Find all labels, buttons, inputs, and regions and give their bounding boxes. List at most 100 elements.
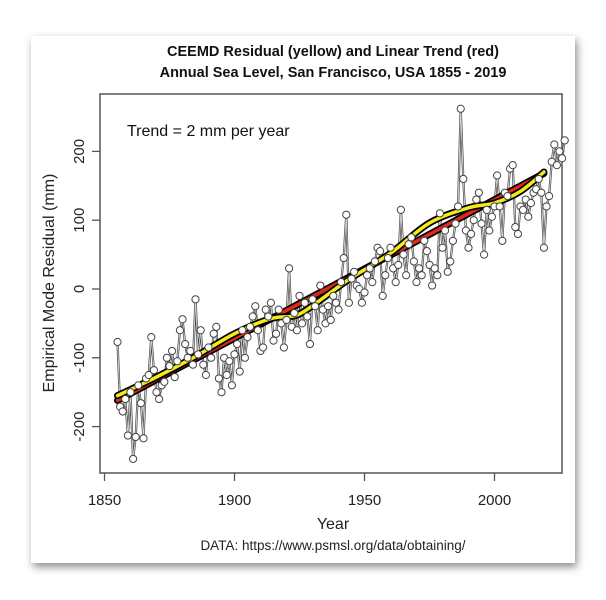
data-point	[399, 250, 408, 259]
data-point	[422, 247, 431, 256]
x-tick-label: 1900	[218, 492, 251, 509]
data-point	[131, 432, 140, 442]
data-point	[339, 253, 348, 263]
data-point	[303, 312, 312, 321]
chart-subtitle: Annual Sea Level, San Francisco, USA 185…	[160, 65, 507, 81]
data-point	[337, 278, 346, 287]
data-point	[194, 350, 203, 359]
data-point	[474, 188, 483, 197]
data-point	[342, 210, 351, 219]
data-point	[214, 374, 223, 383]
data-point	[402, 271, 411, 280]
data-point	[227, 381, 236, 390]
y-axis-label: Empirical Mode Residual (mm)	[41, 174, 58, 393]
y-tick-label: -200	[71, 412, 88, 442]
data-point	[170, 372, 179, 382]
data-point	[350, 267, 359, 276]
data-point	[412, 278, 421, 287]
data-point	[378, 291, 387, 300]
data-point	[365, 264, 374, 273]
data-point	[347, 274, 356, 283]
data-point	[235, 367, 244, 376]
data-point	[113, 337, 122, 347]
data-point	[537, 188, 546, 197]
data-point	[191, 295, 200, 304]
data-point	[508, 161, 517, 170]
data-point	[222, 370, 231, 380]
data-point	[311, 302, 320, 311]
data-point	[519, 205, 528, 214]
data-point	[188, 360, 197, 369]
data-point	[539, 243, 549, 252]
data-point	[368, 278, 377, 287]
data-point	[482, 205, 491, 214]
data-point	[386, 243, 395, 252]
data-point	[495, 202, 504, 211]
data-point	[204, 343, 213, 352]
data-point	[394, 260, 403, 270]
data-point	[360, 288, 369, 297]
data-point	[212, 322, 221, 331]
data-point	[469, 216, 478, 225]
data-point	[230, 350, 239, 359]
data-point	[438, 243, 447, 252]
y-tick-label: -100	[71, 343, 88, 373]
data-point	[295, 291, 304, 300]
data-point	[357, 298, 366, 307]
data-point	[209, 329, 218, 338]
data-point	[251, 302, 260, 311]
data-point	[285, 264, 294, 273]
data-point	[248, 312, 257, 321]
data-point	[464, 243, 473, 252]
data-point	[173, 357, 182, 366]
y-axis: -200 -100 0 100 200	[71, 139, 100, 442]
data-point	[524, 212, 533, 221]
data-point	[225, 357, 234, 366]
data-point	[396, 205, 405, 214]
data-point	[485, 226, 494, 235]
data-point	[313, 326, 322, 335]
data-point	[329, 291, 338, 300]
x-tick-label: 1950	[348, 492, 381, 509]
data-point	[324, 302, 333, 311]
data-point	[417, 271, 426, 280]
data-point	[550, 140, 559, 149]
data-point	[266, 298, 275, 307]
data-point	[121, 394, 130, 404]
data-point	[300, 298, 309, 307]
data-point	[534, 174, 543, 184]
source-note: DATA: https://www.psmsl.org/data/obtaini…	[200, 538, 465, 553]
data-point	[305, 339, 314, 349]
plot-frame	[99, 93, 563, 474]
data-point	[555, 147, 564, 156]
data-point	[552, 161, 562, 170]
data-point	[152, 388, 161, 397]
data-point	[472, 195, 481, 204]
series-layer	[113, 104, 569, 464]
data-point	[196, 326, 205, 335]
chart-title: CEEMD Residual (yellow) and Linear Trend…	[167, 44, 499, 60]
data-point	[308, 295, 317, 304]
data-point	[456, 104, 465, 113]
data-point	[430, 264, 439, 273]
data-point	[316, 281, 325, 290]
data-point	[155, 394, 164, 404]
data-point	[446, 257, 455, 266]
data-point	[443, 267, 452, 276]
data-point	[290, 308, 299, 318]
data-point	[118, 407, 127, 416]
data-point	[344, 298, 353, 307]
data-point	[493, 171, 502, 180]
x-axis: 1850 1900 1950 2000	[88, 473, 511, 509]
data-point	[238, 326, 247, 335]
data-point	[259, 343, 268, 352]
y-tick-label: 100	[71, 208, 88, 233]
data-point	[391, 278, 400, 287]
data-point	[243, 333, 252, 342]
data-point	[545, 192, 554, 201]
data-point	[134, 381, 143, 390]
data-point	[139, 434, 148, 443]
data-point	[513, 229, 523, 239]
data-point	[261, 305, 270, 314]
